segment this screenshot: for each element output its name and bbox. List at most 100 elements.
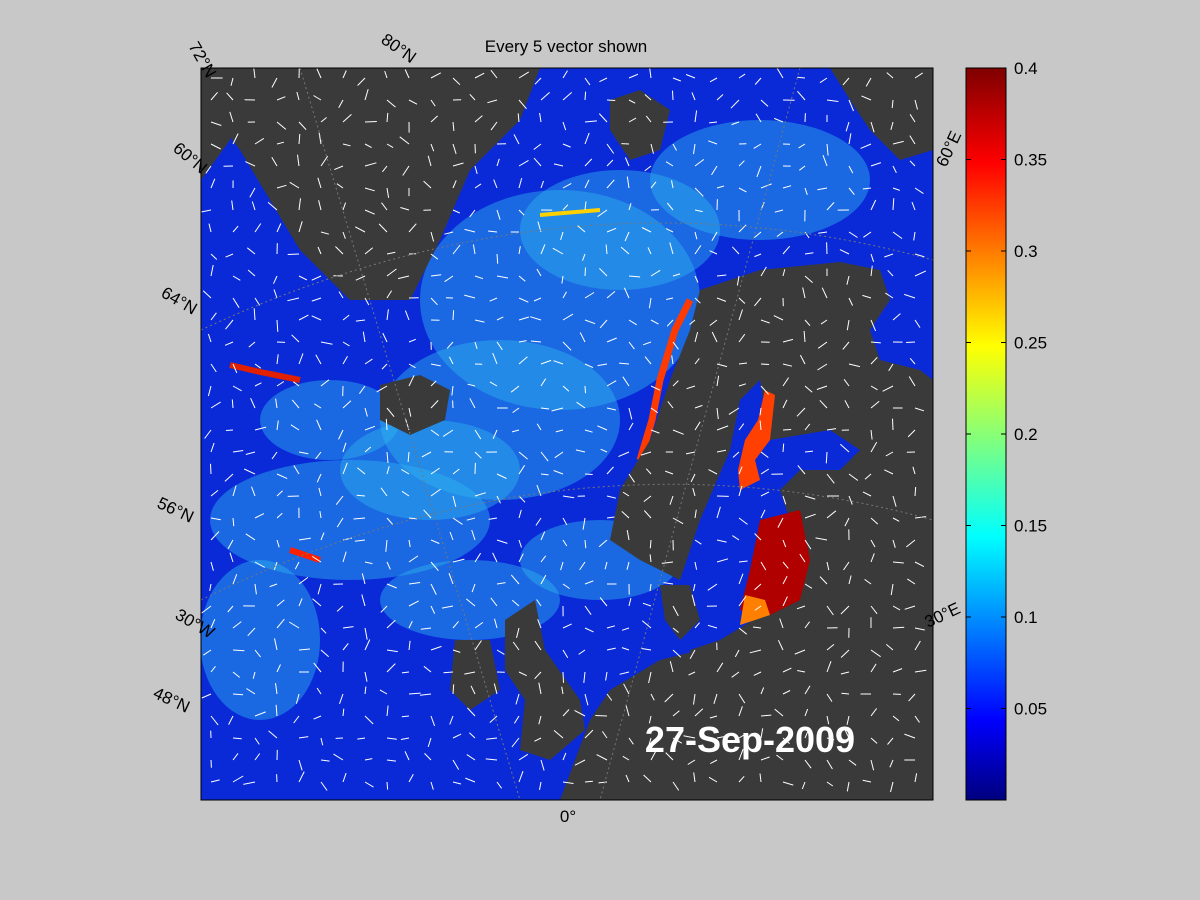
current-vector (709, 121, 718, 124)
current-vector (401, 671, 410, 674)
current-vector (474, 552, 482, 563)
current-vector (311, 315, 322, 321)
current-vector (621, 627, 630, 631)
current-vector (667, 401, 674, 409)
current-vector (562, 313, 574, 321)
current-vector (912, 466, 916, 475)
current-vector (777, 639, 784, 651)
current-vector (738, 466, 743, 475)
current-vector (692, 487, 696, 497)
current-vector (298, 133, 301, 145)
current-vector (464, 228, 476, 233)
current-vector (848, 231, 858, 238)
current-vector (562, 70, 568, 79)
current-vector (252, 671, 256, 679)
current-vector (842, 77, 850, 86)
current-vector (342, 231, 346, 239)
current-vector (210, 531, 220, 541)
greenland-current (229, 362, 301, 383)
sea-speed-patch (340, 420, 520, 520)
current-vector (404, 751, 410, 761)
current-vector (474, 341, 478, 349)
current-vector (386, 187, 390, 198)
current-vector (782, 495, 787, 505)
current-vector (584, 120, 597, 123)
current-vector (562, 121, 567, 131)
current-vector (210, 779, 220, 783)
current-vector (386, 649, 398, 653)
current-vector (430, 539, 440, 544)
current-vector (518, 553, 524, 563)
current-vector (844, 517, 850, 527)
current-vector (709, 250, 718, 255)
current-vector (380, 487, 388, 497)
current-vector (201, 605, 212, 614)
current-vector (229, 552, 234, 563)
current-vector (802, 287, 806, 299)
current-vector (606, 625, 616, 629)
current-vector (562, 92, 573, 101)
current-vector (738, 362, 748, 365)
current-vector (716, 558, 729, 563)
current-vector (338, 99, 344, 109)
current-vector (672, 273, 681, 277)
colorbar-tick-label: 0.2 (1014, 425, 1038, 444)
current-vector (716, 736, 725, 739)
current-vector (381, 363, 388, 370)
current-vector (584, 158, 593, 167)
current-vector (311, 297, 322, 302)
current-vector (914, 627, 925, 631)
current-vector (753, 143, 762, 149)
current-vector (254, 513, 265, 519)
current-vector (584, 179, 590, 189)
current-vector (892, 140, 904, 145)
current-vector (317, 177, 322, 189)
current-vector (298, 198, 301, 211)
current-vector (320, 737, 324, 746)
current-vector (782, 539, 787, 548)
current-vector (666, 297, 674, 300)
ireland (450, 640, 500, 710)
current-vector (650, 319, 659, 325)
current-vector (342, 462, 348, 475)
current-vector (518, 99, 527, 110)
current-vector (424, 753, 432, 761)
current-vector (338, 291, 344, 299)
current-vector (716, 363, 728, 368)
parallel-b (201, 483, 933, 601)
current-vector (534, 640, 542, 651)
current-vector (474, 429, 482, 440)
current-vector (797, 670, 806, 673)
current-vector (760, 451, 769, 458)
current-vector (536, 268, 542, 277)
current-vector (584, 473, 593, 475)
current-vector (474, 621, 484, 629)
novaya-region (830, 68, 933, 160)
current-vector (518, 356, 528, 365)
current-vector (430, 143, 435, 152)
current-vector (518, 495, 526, 503)
current-vector (496, 253, 499, 264)
current-vector (887, 269, 894, 277)
current-vector (408, 363, 416, 369)
current-vector (384, 70, 388, 79)
current-vector (628, 341, 635, 350)
current-vector (430, 488, 441, 497)
current-vector (890, 781, 894, 793)
current-vector (801, 781, 806, 790)
current-vector (496, 582, 506, 585)
current-vector (232, 363, 238, 374)
current-vector (276, 490, 283, 497)
current-vector (232, 753, 239, 761)
current-vector (909, 114, 916, 123)
current-vector (628, 275, 641, 278)
current-vector (601, 731, 608, 739)
current-vector (227, 539, 234, 550)
current-vector (226, 92, 234, 101)
current-vector (623, 287, 630, 299)
current-vector (275, 398, 278, 409)
current-vector (386, 309, 389, 321)
current-vector (641, 620, 652, 629)
current-vector (605, 671, 608, 681)
current-vector (342, 114, 352, 123)
